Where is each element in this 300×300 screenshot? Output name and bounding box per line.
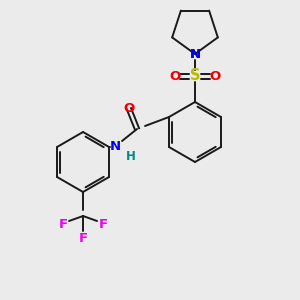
Text: O: O: [123, 103, 135, 116]
Text: H: H: [126, 151, 136, 164]
Text: F: F: [58, 218, 68, 230]
Text: N: N: [110, 140, 121, 154]
Text: S: S: [190, 68, 200, 83]
Text: F: F: [79, 232, 88, 244]
Text: N: N: [189, 47, 201, 61]
Text: O: O: [209, 70, 220, 83]
Text: O: O: [169, 70, 181, 83]
Text: N: N: [189, 47, 201, 61]
Text: F: F: [98, 218, 108, 230]
